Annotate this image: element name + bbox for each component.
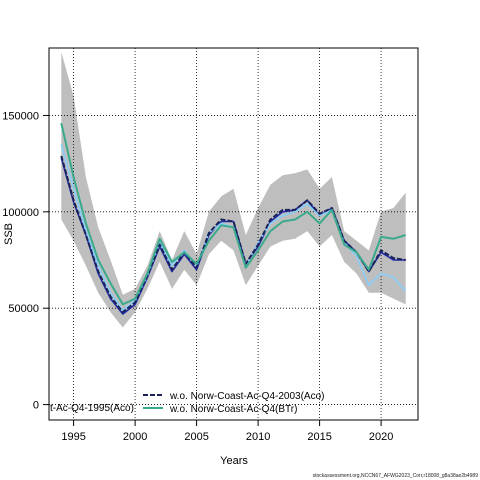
x-tick-label: 2020 xyxy=(369,431,393,443)
y-tick-label: 0 xyxy=(33,400,39,412)
x-tick-label: 2000 xyxy=(123,431,147,443)
x-tick-label: 2010 xyxy=(246,431,270,443)
x-tick-label: 2015 xyxy=(307,431,331,443)
series-line-3 xyxy=(60,155,406,314)
y-axis-title: SSB xyxy=(3,223,15,245)
x-tick-label: 2005 xyxy=(184,431,208,443)
y-tick-label: 100000 xyxy=(2,207,39,219)
series-layer xyxy=(60,122,407,315)
plot-frame xyxy=(48,47,419,421)
y-tick-label: 50000 xyxy=(8,303,39,315)
legend: t-Ac-Q4-1995(Aco) w.o. Norw-Coast-Ac-Q4-2… xyxy=(50,391,325,415)
x-axis: 1995 2000 2005 2010 2015 2020 xyxy=(61,420,393,443)
legend-label-1: w.o. Norw-Coast-Ac-Q4-2003(Aco) xyxy=(169,391,325,402)
y-axis: 0 50000 100000 150000 xyxy=(2,110,49,412)
grid-layer xyxy=(49,48,418,420)
legend-label-2: w.o. Norw-Coast-Ac-Q4(BTr) xyxy=(169,404,297,415)
legend-label-clipped: t-Ac-Q4-1995(Aco) xyxy=(50,403,134,414)
series-line-4 xyxy=(60,122,406,306)
footer-credit: stockassessment.org,NCCN67_AFWG2023_Corr… xyxy=(313,473,479,479)
x-tick-label: 1995 xyxy=(61,431,85,443)
confidence-band-layer xyxy=(61,51,406,328)
confidence-band xyxy=(61,51,406,328)
x-axis-title: Years xyxy=(220,455,248,467)
y-tick-label: 150000 xyxy=(2,110,39,122)
